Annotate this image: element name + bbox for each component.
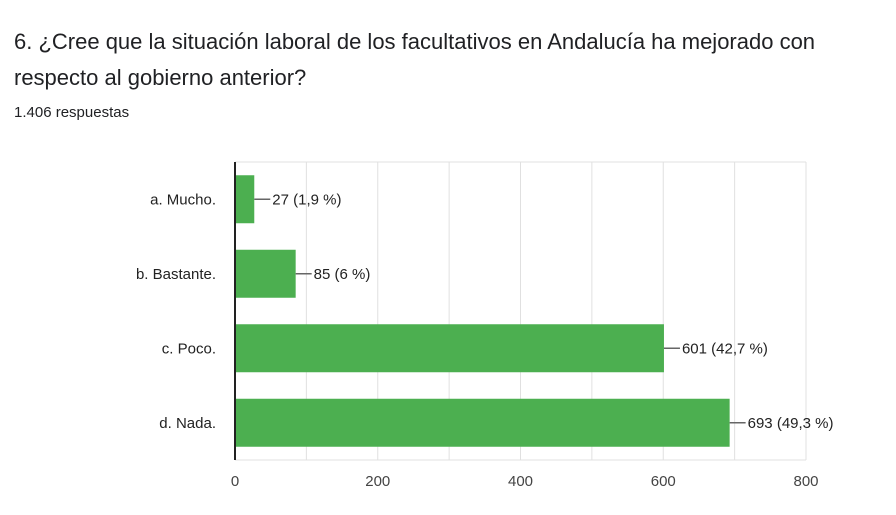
bar (235, 324, 664, 373)
x-tick-label: 400 (508, 473, 533, 490)
x-tick-label: 800 (793, 473, 818, 490)
data-label: 693 (49,3 %) (748, 415, 834, 432)
bar (235, 249, 296, 298)
category-label: b. Bastante. (136, 266, 216, 283)
response-count: 1.406 respuestas (14, 104, 130, 121)
category-label: a. Mucho. (150, 191, 216, 208)
data-label: 601 (42,7 %) (682, 340, 768, 357)
category-label: c. Poco. (162, 340, 216, 357)
data-label: 85 (6 %) (314, 266, 371, 283)
bar (235, 175, 255, 224)
x-tick-label: 0 (231, 473, 239, 490)
x-tick-label: 200 (365, 473, 390, 490)
bar (235, 398, 730, 447)
category-label: d. Nada. (159, 415, 216, 432)
x-tick-label: 600 (651, 473, 676, 490)
data-label: 27 (1,9 %) (272, 191, 341, 208)
question-title: 6. ¿Cree que la situación laboral de los… (14, 29, 816, 90)
